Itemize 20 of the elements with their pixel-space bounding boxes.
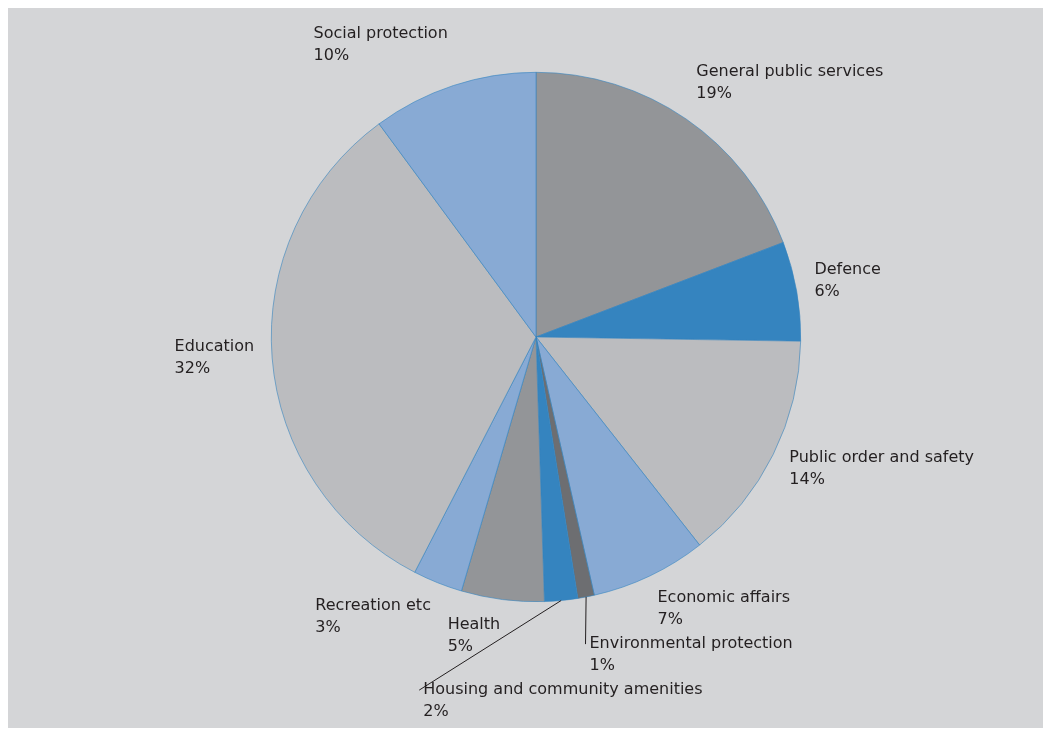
- data-label: 19%: [696, 83, 732, 103]
- slice-label: Economic affairs: [657, 587, 791, 607]
- data-label: 3%: [315, 617, 341, 637]
- data-label: 2%: [423, 701, 449, 721]
- data-label: 5%: [447, 636, 474, 656]
- data-label: 10%: [313, 44, 350, 64]
- slice-label: Environmental protection: [589, 633, 793, 653]
- data-label: 6%: [814, 281, 840, 301]
- data-label: 14%: [789, 469, 825, 489]
- data-label: 32%: [174, 358, 211, 378]
- data-label: 1%: [589, 655, 615, 675]
- slice-label: Social protection: [313, 22, 448, 42]
- slice-label: Education: [174, 336, 255, 356]
- data-label: 7%: [657, 609, 683, 629]
- slice-label: Health: [447, 614, 501, 634]
- slice-label: Defence: [814, 259, 881, 279]
- slice-label: General public services: [696, 61, 884, 81]
- slice-label: Recreation etc: [315, 595, 431, 615]
- slice-label: Public order and safety: [789, 447, 975, 467]
- slice-label: Housing and community amenities: [423, 679, 703, 699]
